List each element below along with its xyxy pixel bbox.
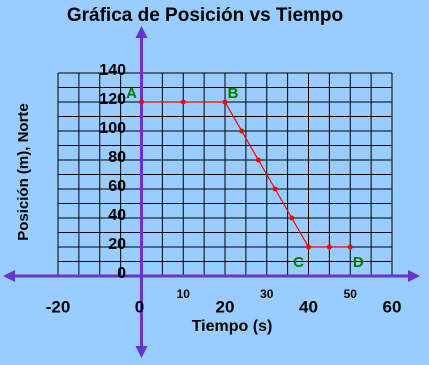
point xyxy=(272,186,278,192)
line xyxy=(141,101,351,248)
point xyxy=(180,99,186,105)
x-tick-label: 60 xyxy=(383,297,402,316)
x-tick-label: 30 xyxy=(260,287,274,301)
chart-title: Gráfica de Posición vs Tiempo xyxy=(67,5,343,26)
point-label: C xyxy=(293,254,304,271)
x-tick-label: 10 xyxy=(177,287,191,301)
y-tick-label: 80 xyxy=(108,149,126,166)
y-tick-label: 0 xyxy=(117,265,126,282)
y-tick-label: 100 xyxy=(99,120,126,137)
y-tick-label: 140 xyxy=(99,62,126,79)
point xyxy=(139,99,144,105)
x-tick-label: 0 xyxy=(135,297,144,316)
y-axis-label: Posición (m), Norte xyxy=(15,103,32,241)
point-label: B xyxy=(228,85,239,102)
y-tick-label: 120 xyxy=(99,91,126,108)
x-tick-label: -20 xyxy=(46,297,71,316)
y-tick-label: 60 xyxy=(108,178,126,195)
point xyxy=(306,244,311,250)
x-tick-label: 20 xyxy=(216,297,235,316)
x-tick-label: 40 xyxy=(299,297,318,316)
point xyxy=(255,157,261,163)
y-tick-label: 20 xyxy=(108,236,126,253)
y-tick-label: 40 xyxy=(108,207,126,224)
point xyxy=(347,244,353,250)
point xyxy=(289,215,295,221)
x-tick-label: 50 xyxy=(344,287,358,301)
x-axis-label: Tiempo (s) xyxy=(192,318,273,335)
point xyxy=(326,244,332,250)
point xyxy=(222,99,228,105)
point xyxy=(239,128,245,134)
point-label: D xyxy=(353,254,364,271)
point-label: A xyxy=(126,85,137,102)
